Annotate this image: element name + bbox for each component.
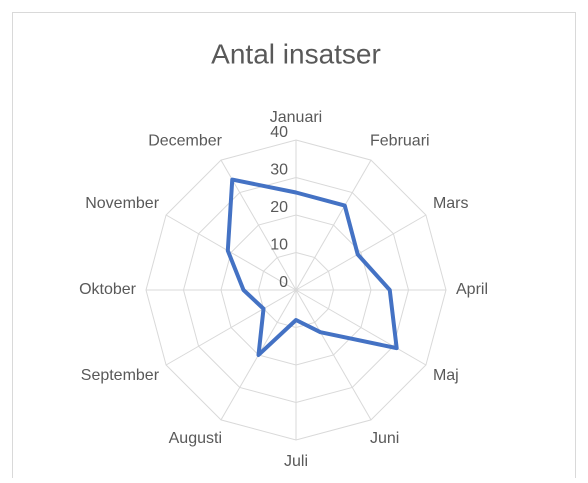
y-tick-label: 10 — [270, 237, 288, 254]
grid-ring — [182, 176, 410, 404]
y-tick-label: 0 — [279, 274, 288, 291]
category-label: Oktober — [79, 281, 137, 298]
chart-border — [12, 12, 576, 483]
category-label: Mars — [433, 195, 469, 212]
category-label: Juli — [284, 453, 308, 470]
category-label: Maj — [433, 367, 459, 384]
category-label: Juni — [370, 430, 399, 447]
y-tick-label: 40 — [270, 124, 288, 141]
category-label: September — [81, 367, 160, 384]
grid-ring — [220, 214, 372, 366]
grid-ring — [257, 251, 335, 329]
chart-title: Antal insatser — [211, 38, 381, 69]
data-line — [225, 177, 399, 357]
category-label: December — [148, 132, 222, 149]
y-tick-label: 20 — [270, 199, 288, 216]
grid-ring — [145, 139, 447, 441]
category-label: Februari — [370, 132, 430, 149]
category-label: Januari — [270, 109, 322, 126]
category-label: April — [456, 281, 488, 298]
y-tick-label: 30 — [270, 162, 288, 179]
category-label: November — [85, 195, 159, 212]
category-label: Augusti — [169, 430, 222, 447]
